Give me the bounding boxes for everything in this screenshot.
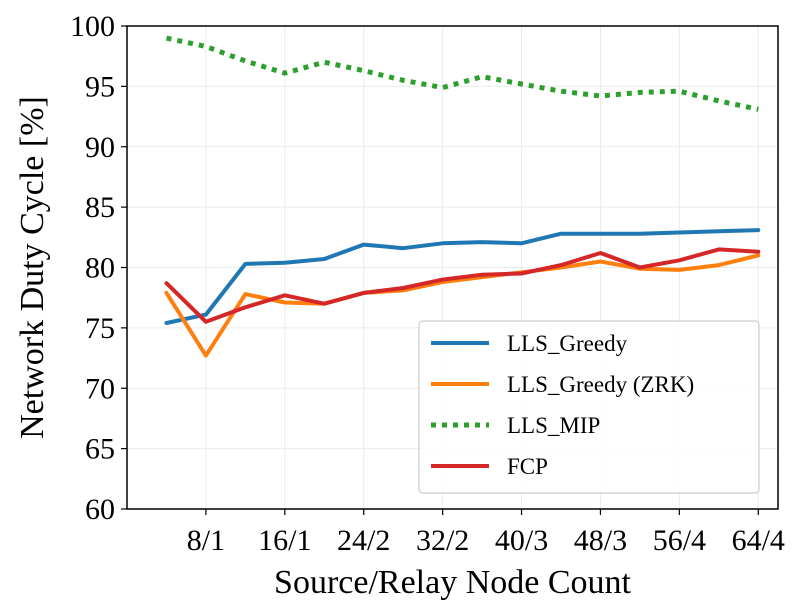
y-tick-label: 60 — [85, 493, 115, 526]
y-tick-label: 90 — [85, 131, 115, 164]
y-tick-label: 65 — [85, 433, 115, 466]
legend-label: LLS_MIP — [507, 413, 600, 438]
series-line-fcp — [164, 247, 761, 324]
series-line-lls-greedy-zrk — [164, 253, 761, 358]
x-tick-label: 24/2 — [337, 524, 390, 557]
legend-box — [418, 320, 760, 494]
x-tick-label: 8/1 — [187, 524, 225, 557]
y-tick-label: 80 — [85, 252, 115, 285]
series-line-lls-mip — [165, 35, 759, 112]
series-lines — [164, 35, 761, 358]
x-tick-label: 16/1 — [258, 524, 311, 557]
y-axis-title: Network Duty Cycle [%] — [14, 96, 51, 439]
legend-label: LLS_Greedy (ZRK) — [507, 372, 694, 397]
y-tick-label: 85 — [85, 191, 115, 224]
x-tick-label: 56/4 — [653, 524, 706, 557]
y-axis-ticks: 60 65 70 75 80 85 90 95 100 — [70, 10, 127, 526]
series-line-lls-greedy — [164, 228, 761, 325]
x-axis-title: Source/Relay Node Count — [274, 564, 631, 601]
y-tick-label: 75 — [85, 312, 115, 345]
legend-label: FCP — [507, 454, 548, 479]
legend: LLS_Greedy LLS_Greedy (ZRK) LLS_MIP FCP — [418, 320, 760, 494]
x-tick-label: 48/3 — [574, 524, 627, 557]
y-tick-label: 100 — [70, 10, 115, 43]
x-tick-label: 40/3 — [495, 524, 548, 557]
x-tick-label: 64/4 — [732, 524, 785, 557]
x-axis-ticks: 8/1 16/1 24/2 32/2 40/3 48/3 56/4 64/4 — [187, 509, 785, 557]
y-tick-label: 70 — [85, 372, 115, 405]
legend-label: LLS_Greedy — [507, 331, 628, 356]
x-tick-label: 32/2 — [416, 524, 469, 557]
y-tick-label: 95 — [85, 70, 115, 103]
